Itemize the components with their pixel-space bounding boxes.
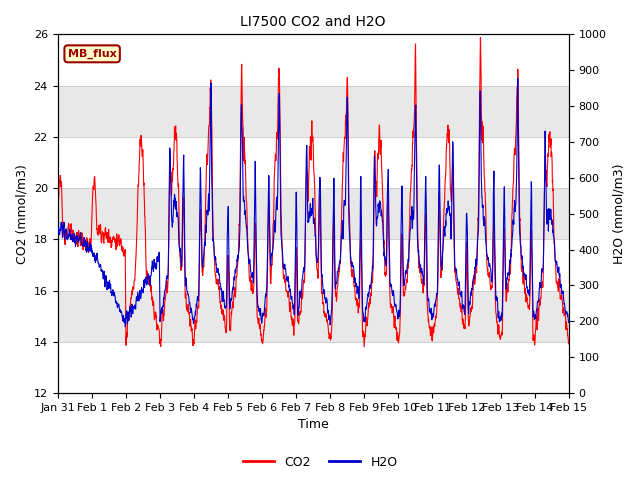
Bar — [58, 342, 569, 393]
Text: MB_flux: MB_flux — [68, 48, 116, 59]
Bar — [58, 35, 569, 85]
Bar — [58, 137, 569, 188]
Legend: CO2, H2O: CO2, H2O — [237, 451, 403, 474]
Y-axis label: H2O (mmol/m3): H2O (mmol/m3) — [612, 164, 625, 264]
X-axis label: Time: Time — [298, 419, 328, 432]
Bar — [58, 188, 569, 240]
Bar — [58, 290, 569, 342]
Bar — [58, 85, 569, 137]
Y-axis label: CO2 (mmol/m3): CO2 (mmol/m3) — [15, 164, 28, 264]
Bar — [58, 240, 569, 290]
Title: LI7500 CO2 and H2O: LI7500 CO2 and H2O — [241, 15, 386, 29]
